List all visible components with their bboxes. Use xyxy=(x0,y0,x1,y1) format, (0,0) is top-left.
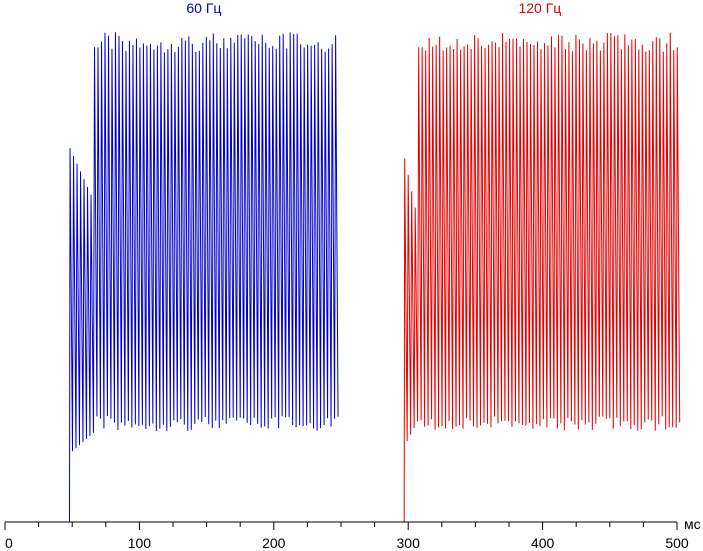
ticks-layer: 0 100 200 300 400 500 xyxy=(4,522,689,551)
x-tick-label-500: 500 xyxy=(665,535,689,551)
x-tick-label-100: 100 xyxy=(128,535,152,551)
series-title-60hz: 60 Гц xyxy=(186,0,221,16)
series-layer xyxy=(5,32,681,523)
series-line-0 xyxy=(5,32,339,523)
x-tick-label-400: 400 xyxy=(531,535,555,551)
x-tick-label-300: 300 xyxy=(397,535,421,551)
x-tick-label-200: 200 xyxy=(262,535,286,551)
x-tick-label-0: 0 xyxy=(5,535,13,551)
series-title-120hz: 120 Гц xyxy=(518,0,561,16)
series-line-1 xyxy=(341,32,681,523)
x-axis-unit-label: мс xyxy=(684,516,701,532)
